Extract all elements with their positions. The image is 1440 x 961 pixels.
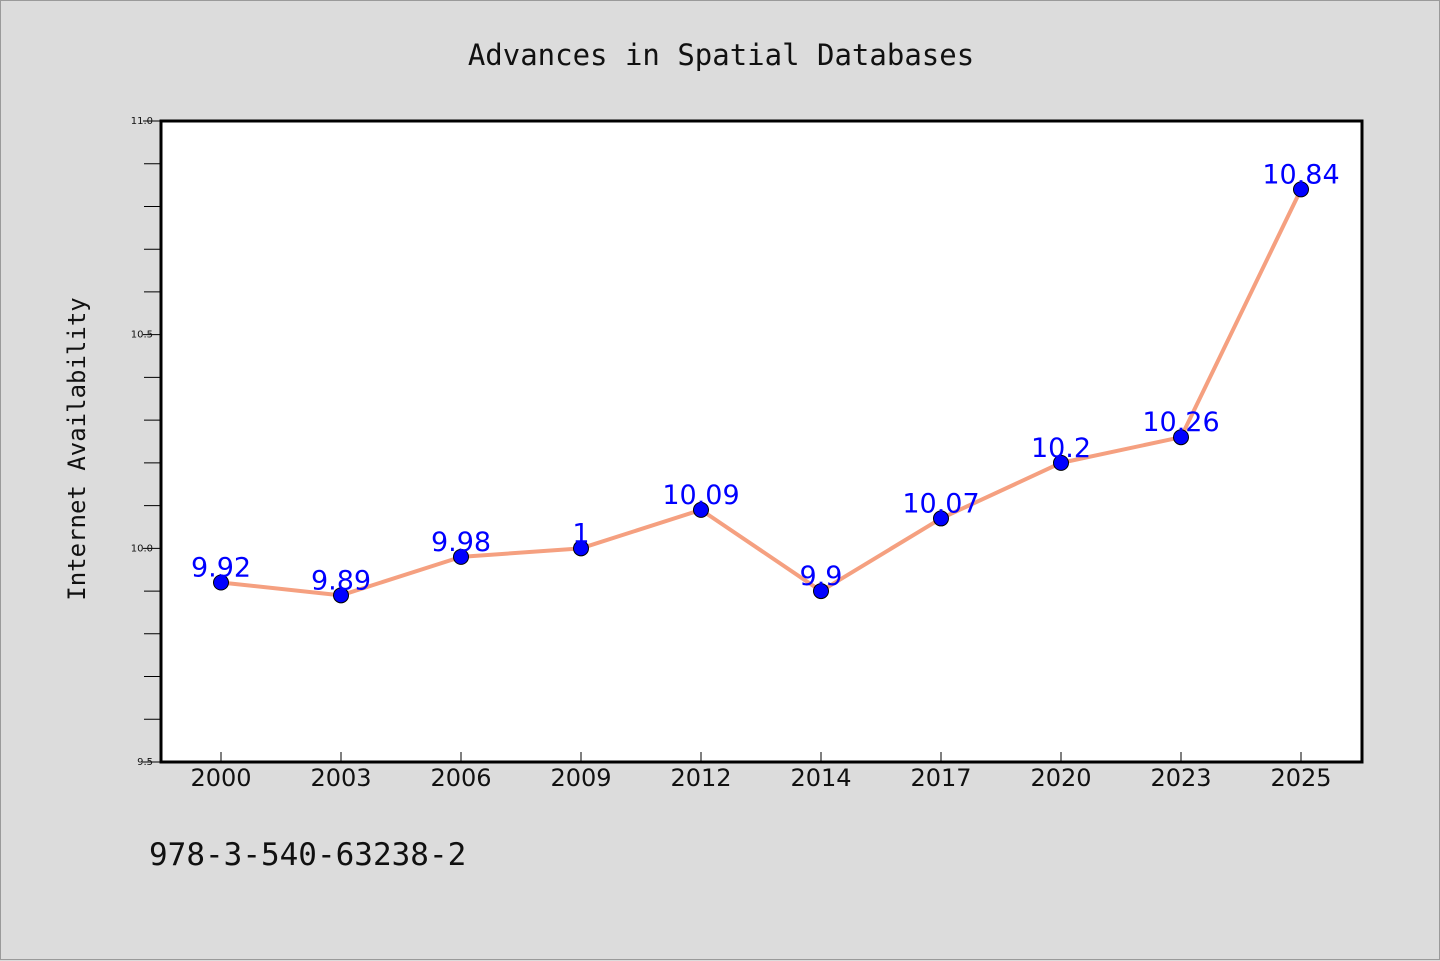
data-point [333, 587, 349, 604]
data-label: 10.84 [1262, 159, 1339, 190]
x-tick-label: 2003 [310, 764, 371, 792]
y-axis: 9.5 10.0 10.5 11.0 [131, 116, 161, 768]
data-point [1293, 181, 1309, 198]
data-point [1053, 454, 1069, 471]
data-label: 9.98 [431, 527, 491, 558]
data-point [573, 540, 589, 557]
y-axis-label: Internet Availability [63, 297, 91, 600]
data-label: 9.92 [191, 553, 251, 584]
x-tick-label: 2006 [430, 764, 491, 792]
x-tick-label: 2023 [1150, 764, 1211, 792]
data-point [1173, 429, 1189, 446]
data-point [813, 583, 829, 600]
y-tick-label: 9.5 [137, 757, 153, 768]
y-tick-label: 10.5 [131, 330, 153, 341]
x-tick-label: 2025 [1270, 764, 1331, 792]
data-label: 10.26 [1142, 407, 1219, 438]
y-tick-label: 10.0 [131, 543, 153, 554]
x-tick-label: 2000 [190, 764, 251, 792]
data-point [213, 574, 229, 591]
x-tick-label: 2020 [1030, 764, 1091, 792]
data-point [693, 501, 709, 518]
x-tick-label: 2009 [550, 764, 611, 792]
y-tick-label: 11.0 [131, 116, 153, 127]
data-label: 10.09 [662, 480, 739, 511]
data-label: 10.2 [1031, 433, 1091, 464]
data-label: 1 [572, 518, 589, 549]
series-line [219, 187, 1303, 598]
data-labels: 9.92 9.89 9.98 1 10.09 9.9 10.07 10.2 10.26 10.84 [191, 159, 1340, 596]
data-label: 10.07 [902, 488, 979, 519]
isbn-text: 978-3-540-63238-2 [149, 837, 466, 873]
chart-title: Advances in Spatial Databases [468, 38, 974, 72]
x-axis: 2000 2003 2006 2009 2012 2014 2017 2020 2023 2025 [190, 752, 1332, 792]
x-tick-label: 2012 [670, 764, 731, 792]
data-point [933, 510, 949, 527]
x-tick-label: 2017 [910, 764, 971, 792]
series-layer [213, 181, 1309, 604]
data-label: 9.89 [311, 565, 371, 596]
x-tick-label: 2014 [790, 764, 851, 792]
data-label: 9.9 [800, 561, 843, 592]
data-point [453, 548, 469, 565]
